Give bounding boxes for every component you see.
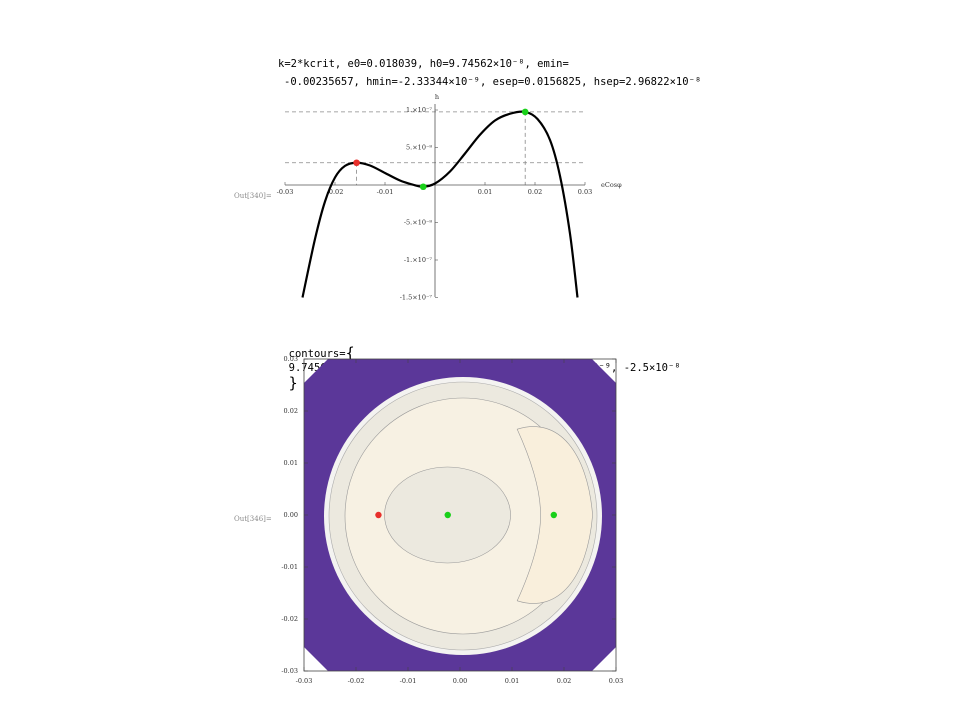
contour-point-0 — [375, 511, 382, 519]
critical-point-1 — [419, 183, 427, 191]
out-label-bottom: Out[346]= — [234, 515, 272, 523]
x-tick-label: 0.03 — [609, 677, 623, 685]
contours-close-brace: } — [288, 374, 298, 392]
header-line-1: k=2*kcrit, e0=0.018039, h0=9.74562×10⁻⁸,… — [278, 58, 569, 70]
x-tick-label: 0.00 — [453, 677, 467, 685]
x-tick-label: 0.02 — [557, 677, 571, 685]
critical-point-2 — [521, 108, 529, 116]
x-tick-label: -0.02 — [348, 677, 365, 685]
y-tick-label: -0.01 — [281, 563, 298, 571]
y-tick-label: 1.×10⁻⁷ — [406, 106, 432, 114]
x-tick-label: 0.01 — [505, 677, 519, 685]
y-axis-label: h — [435, 93, 439, 101]
x-tick-label: 0.02 — [528, 188, 542, 196]
y-tick-label: 0.00 — [284, 511, 298, 519]
y-tick-label: 0.02 — [284, 407, 298, 415]
contours-open-brace: { — [345, 344, 355, 362]
y-tick-label: -5.×10⁻⁸ — [404, 219, 433, 227]
y-tick-label: 0.03 — [284, 355, 298, 363]
contour-point-2 — [550, 511, 558, 519]
x-axis-label: eCosφ — [601, 181, 622, 189]
y-tick-label: -1.5×10⁻⁷ — [400, 294, 433, 302]
out-label-top: Out[340]= — [234, 192, 272, 200]
x-tick-label: 0.01 — [478, 188, 492, 196]
y-tick-label: 5.×10⁻⁸ — [406, 144, 432, 152]
y-tick-label: -0.03 — [281, 667, 298, 675]
x-tick-label: -0.02 — [327, 188, 344, 196]
x-tick-label: -0.01 — [377, 188, 394, 196]
critical-point-0 — [353, 159, 360, 167]
contour-point-1 — [444, 511, 451, 519]
y-tick-label: -1.×10⁻⁷ — [404, 256, 433, 264]
header-line-2: -0.00235657, hmin=-2.33344×10⁻⁹, esep=0.… — [284, 76, 702, 88]
contours-prefix: contours= — [288, 348, 346, 360]
h-curve — [301, 110, 579, 298]
x-tick-label: -0.03 — [277, 188, 294, 196]
x-tick-label: 0.03 — [578, 188, 592, 196]
y-tick-label: -0.02 — [281, 615, 298, 623]
x-tick-label: -0.03 — [296, 677, 313, 685]
x-tick-label: -0.01 — [400, 677, 417, 685]
y-tick-label: 0.01 — [284, 459, 298, 467]
